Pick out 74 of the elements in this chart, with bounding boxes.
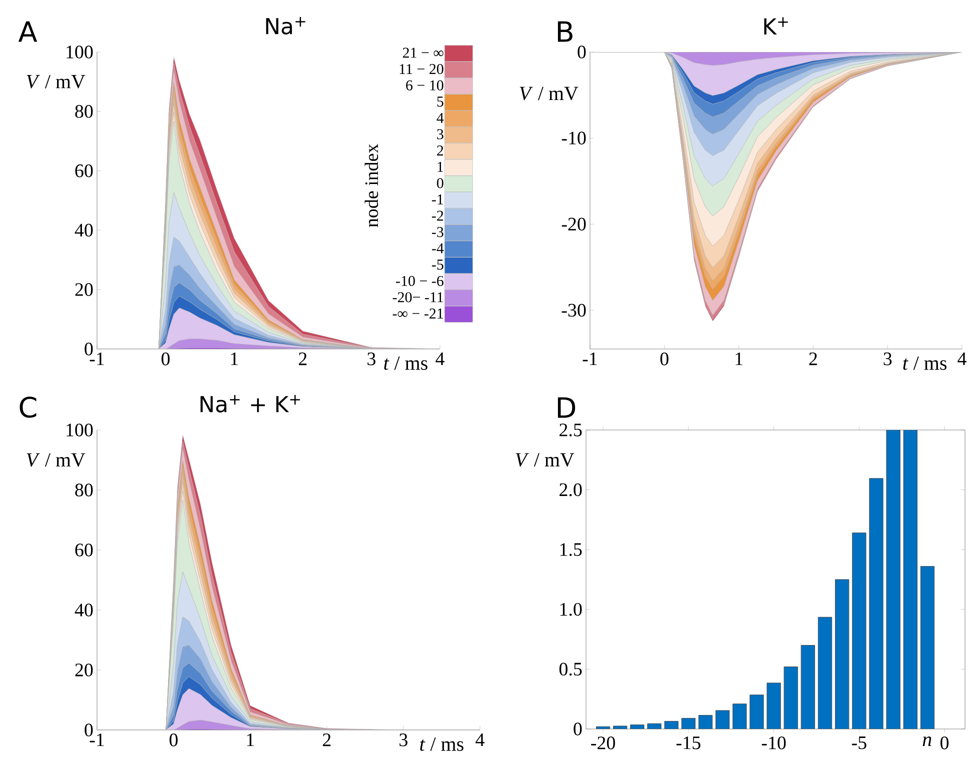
y-tick-label: 100: [66, 424, 93, 436]
chart-title: Na$^{+}$ + K$^{+}$: [200, 394, 300, 412]
x-tick-label: 0: [170, 734, 178, 746]
x-axis-title: t / ms: [420, 738, 464, 751]
y-tick-label: -10: [562, 132, 586, 144]
y-tick-label: 100: [66, 46, 93, 58]
legend-label: -1: [432, 194, 444, 204]
legend-label: -4: [432, 243, 444, 254]
legend-label: -10 − -6: [396, 276, 444, 286]
x-tick-label: 4: [436, 352, 444, 366]
legend-title: node index: [364, 144, 378, 228]
legend-label: 5: [437, 96, 444, 107]
x-tick-label: 1: [736, 352, 742, 366]
text: D: [558, 397, 576, 418]
x-tick-label: -5: [852, 736, 866, 750]
x-tick-label: -20: [591, 736, 616, 750]
y-tick-label: 1.5: [560, 543, 582, 556]
y-axis-title: V / mV: [516, 453, 574, 467]
legend-label: -3: [432, 227, 444, 238]
y-tick-label: 40: [74, 604, 93, 616]
y-tick-label: 20: [75, 664, 93, 676]
x-tick-label: 2: [809, 352, 817, 366]
y-tick-label: -20: [562, 218, 586, 231]
x-tick-label: 3: [884, 352, 892, 366]
text: C: [20, 396, 36, 418]
x-tick-label: -10: [762, 736, 786, 750]
x-tick-label: 4: [958, 352, 966, 366]
x-tick-label: -15: [676, 736, 700, 750]
x-axis-title: t / ms: [903, 356, 946, 370]
x-axis-title: t / ms: [384, 356, 428, 370]
x-tick-label: 2: [322, 734, 331, 746]
y-tick-label: 40: [74, 224, 93, 237]
x-tick-label: 2: [298, 352, 307, 366]
legend-label: 0: [436, 178, 444, 188]
legend-label: 21 − ∞: [402, 48, 444, 58]
x-tick-label: 1: [247, 734, 254, 746]
y-tick-label: 80: [75, 104, 93, 118]
y-tick-label: 2.5: [560, 424, 582, 436]
x-axis-title: n: [922, 736, 932, 746]
x-tick-label: 0: [660, 352, 668, 366]
y-axis-title: V / mV: [520, 86, 578, 100]
y-tick-label: -30: [562, 304, 586, 317]
legend-label: -20− -11: [392, 292, 444, 302]
legend-label: 2: [437, 146, 444, 156]
y-tick-label: 60: [75, 164, 93, 178]
legend-label: -5: [432, 260, 444, 270]
text: B: [558, 21, 572, 42]
x-tick-label: 4: [476, 734, 484, 746]
x-tick-label: 3: [368, 352, 376, 366]
y-tick-label: 60: [75, 544, 93, 556]
legend-label: -2: [432, 210, 444, 221]
chart-title: K$^{+}$: [764, 17, 788, 34]
y-tick-label: 80: [75, 484, 93, 496]
y-tick-label: 0: [578, 46, 586, 58]
x-tick-label: 0: [162, 352, 170, 366]
legend-label: -∞ − -21: [392, 308, 443, 318]
x-tick-label: 0: [940, 736, 949, 750]
x-tick-label: 3: [400, 734, 408, 746]
legend-label: 4: [436, 112, 444, 123]
y-tick-label: 0.5: [559, 662, 582, 676]
x-tick-label: -1: [582, 352, 597, 366]
text: A: [18, 21, 38, 42]
y-axis-title: V / mV: [26, 453, 86, 467]
y-tick-label: 1.0: [560, 602, 582, 616]
y-tick-label: 2.0: [560, 483, 582, 496]
legend-label: 3: [437, 129, 444, 140]
y-axis-title: V / mV: [26, 74, 86, 88]
legend-label: 6 − 10: [406, 80, 444, 90]
y-tick-label: 0: [574, 722, 582, 736]
x-tick-label: 1: [231, 352, 238, 366]
chart-title: Na$^{+}$: [266, 16, 306, 34]
legend-label: 1: [438, 162, 444, 172]
y-tick-label: 20: [75, 283, 93, 296]
legend-label: 11 − 20: [400, 64, 444, 74]
